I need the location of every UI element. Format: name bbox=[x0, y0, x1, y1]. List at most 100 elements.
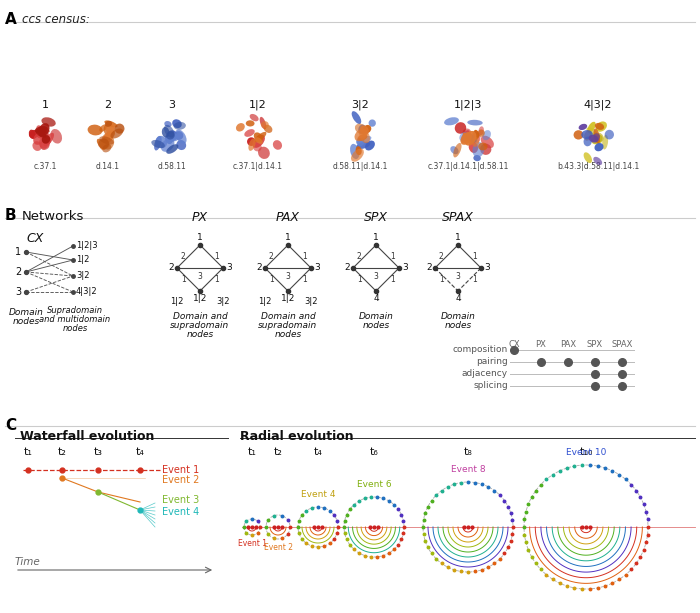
Text: 4|3|2: 4|3|2 bbox=[584, 100, 612, 110]
Ellipse shape bbox=[165, 135, 173, 144]
Ellipse shape bbox=[99, 124, 107, 132]
Ellipse shape bbox=[253, 135, 265, 148]
Ellipse shape bbox=[463, 132, 472, 143]
Text: 1: 1 bbox=[357, 275, 361, 284]
Ellipse shape bbox=[444, 117, 459, 125]
Ellipse shape bbox=[236, 123, 245, 132]
Ellipse shape bbox=[584, 137, 592, 147]
Ellipse shape bbox=[164, 121, 172, 127]
Text: 1|2: 1|2 bbox=[249, 100, 267, 110]
Ellipse shape bbox=[247, 137, 256, 146]
Ellipse shape bbox=[104, 131, 115, 141]
Ellipse shape bbox=[363, 125, 371, 133]
Text: PAX: PAX bbox=[276, 211, 300, 224]
Ellipse shape bbox=[39, 137, 50, 148]
Ellipse shape bbox=[106, 122, 115, 135]
Text: PX: PX bbox=[192, 211, 208, 224]
Ellipse shape bbox=[464, 131, 477, 146]
Text: ccs census:: ccs census: bbox=[22, 13, 90, 26]
Text: t₁₀: t₁₀ bbox=[580, 447, 593, 457]
Text: PX: PX bbox=[536, 340, 547, 349]
Ellipse shape bbox=[104, 120, 118, 128]
Text: t₂: t₂ bbox=[274, 447, 282, 457]
Text: A: A bbox=[5, 12, 17, 27]
Text: 3: 3 bbox=[456, 272, 461, 281]
Ellipse shape bbox=[463, 129, 471, 137]
Ellipse shape bbox=[357, 136, 372, 145]
Text: splicing: splicing bbox=[473, 381, 508, 390]
Text: adjacency: adjacency bbox=[462, 370, 508, 378]
Ellipse shape bbox=[260, 117, 266, 129]
Text: Event 1: Event 1 bbox=[237, 539, 267, 548]
Text: 1: 1 bbox=[181, 275, 186, 284]
Text: Domain: Domain bbox=[358, 312, 393, 321]
Ellipse shape bbox=[254, 132, 263, 142]
Ellipse shape bbox=[264, 124, 272, 133]
Text: SPX: SPX bbox=[364, 211, 388, 224]
Text: nodes: nodes bbox=[13, 317, 40, 326]
Ellipse shape bbox=[478, 143, 488, 150]
Text: nodes: nodes bbox=[444, 321, 472, 330]
Ellipse shape bbox=[253, 143, 262, 151]
Text: Event 3: Event 3 bbox=[162, 495, 200, 505]
Text: PAX: PAX bbox=[560, 340, 576, 349]
Ellipse shape bbox=[40, 140, 50, 150]
Text: 3|2: 3|2 bbox=[216, 297, 230, 306]
Ellipse shape bbox=[468, 120, 483, 126]
Text: 1|2: 1|2 bbox=[281, 294, 295, 303]
Text: 2: 2 bbox=[357, 252, 361, 261]
Ellipse shape bbox=[97, 139, 106, 150]
Ellipse shape bbox=[356, 142, 370, 149]
Text: nodes: nodes bbox=[186, 330, 214, 339]
Ellipse shape bbox=[29, 129, 36, 139]
Ellipse shape bbox=[164, 125, 174, 137]
Ellipse shape bbox=[165, 133, 178, 142]
Ellipse shape bbox=[587, 122, 596, 132]
Ellipse shape bbox=[102, 144, 111, 153]
Text: SPAX: SPAX bbox=[611, 340, 633, 349]
Text: CX: CX bbox=[508, 340, 520, 349]
Text: Domain: Domain bbox=[440, 312, 475, 321]
Text: t₆: t₆ bbox=[370, 447, 379, 457]
Ellipse shape bbox=[602, 135, 608, 150]
Ellipse shape bbox=[34, 126, 48, 134]
Text: d.58.11: d.58.11 bbox=[158, 162, 186, 171]
Ellipse shape bbox=[587, 128, 597, 135]
Text: supradomain: supradomain bbox=[170, 321, 230, 330]
Text: 2: 2 bbox=[15, 267, 21, 277]
Ellipse shape bbox=[99, 136, 114, 145]
Ellipse shape bbox=[50, 129, 62, 143]
Text: 1: 1 bbox=[285, 233, 291, 242]
Ellipse shape bbox=[36, 129, 49, 139]
Ellipse shape bbox=[151, 140, 165, 148]
Text: 1: 1 bbox=[391, 275, 395, 284]
Text: t₄: t₄ bbox=[136, 447, 144, 457]
Text: 1: 1 bbox=[302, 252, 307, 261]
Ellipse shape bbox=[41, 117, 56, 127]
Ellipse shape bbox=[450, 146, 459, 154]
Text: 1|2|3: 1|2|3 bbox=[76, 242, 97, 251]
Ellipse shape bbox=[480, 143, 491, 155]
Text: 1: 1 bbox=[391, 252, 395, 261]
Text: 4|3|2: 4|3|2 bbox=[76, 287, 97, 297]
Ellipse shape bbox=[354, 129, 368, 141]
Ellipse shape bbox=[592, 135, 603, 144]
Ellipse shape bbox=[246, 120, 255, 126]
Text: 3|2: 3|2 bbox=[76, 272, 90, 281]
Ellipse shape bbox=[172, 120, 182, 128]
Text: Event 2: Event 2 bbox=[263, 543, 293, 552]
Text: t₁: t₁ bbox=[248, 447, 256, 457]
Ellipse shape bbox=[589, 135, 598, 143]
Text: 1|2: 1|2 bbox=[193, 294, 207, 303]
Ellipse shape bbox=[167, 144, 178, 154]
Ellipse shape bbox=[255, 137, 262, 144]
Ellipse shape bbox=[174, 122, 186, 130]
Ellipse shape bbox=[38, 127, 50, 133]
Text: 1|2: 1|2 bbox=[170, 297, 183, 306]
Ellipse shape bbox=[473, 155, 481, 161]
Ellipse shape bbox=[584, 152, 592, 163]
Ellipse shape bbox=[101, 135, 108, 147]
Text: 2: 2 bbox=[269, 252, 274, 261]
Ellipse shape bbox=[359, 129, 370, 143]
Text: composition: composition bbox=[453, 346, 508, 354]
